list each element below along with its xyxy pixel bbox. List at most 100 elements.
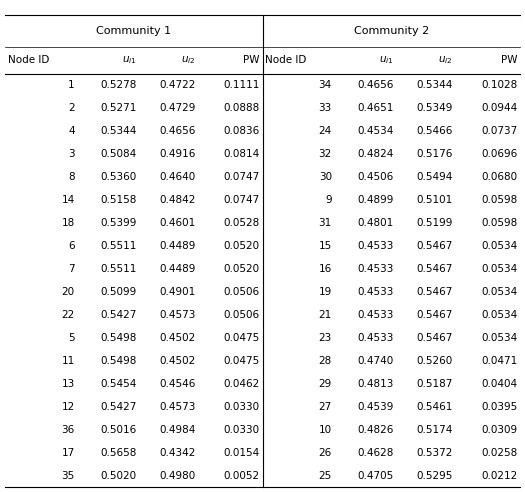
Text: 16: 16 xyxy=(319,264,332,274)
Text: 0.4901: 0.4901 xyxy=(159,287,195,297)
Text: Community 2: Community 2 xyxy=(353,26,429,36)
Text: 0.4533: 0.4533 xyxy=(358,241,394,251)
Text: 0.5199: 0.5199 xyxy=(416,218,453,228)
Text: 0.0680: 0.0680 xyxy=(481,172,517,182)
Text: 0.0330: 0.0330 xyxy=(224,402,260,412)
Text: 1: 1 xyxy=(68,80,75,90)
Text: 0.5360: 0.5360 xyxy=(100,172,136,182)
Text: 0.4842: 0.4842 xyxy=(159,195,195,205)
Text: 0.0814: 0.0814 xyxy=(224,149,260,159)
Text: 8: 8 xyxy=(68,172,75,182)
Text: 0.5174: 0.5174 xyxy=(416,425,453,434)
Text: 4: 4 xyxy=(68,126,75,136)
Text: 0.0598: 0.0598 xyxy=(481,195,517,205)
Text: 0.4534: 0.4534 xyxy=(358,126,394,136)
Text: 0.0747: 0.0747 xyxy=(224,195,260,205)
Text: 0.5467: 0.5467 xyxy=(416,310,453,320)
Text: 0.5427: 0.5427 xyxy=(100,402,136,412)
Text: 17: 17 xyxy=(61,448,75,458)
Text: 0.0737: 0.0737 xyxy=(481,126,517,136)
Text: 0.4980: 0.4980 xyxy=(159,471,195,481)
Text: $u_{i1}$: $u_{i1}$ xyxy=(122,55,136,66)
Text: 0.4826: 0.4826 xyxy=(358,425,394,434)
Text: 0.5278: 0.5278 xyxy=(100,80,136,90)
Text: 0.0471: 0.0471 xyxy=(481,356,517,366)
Text: 33: 33 xyxy=(319,103,332,113)
Text: 0.0696: 0.0696 xyxy=(481,149,517,159)
Text: 26: 26 xyxy=(319,448,332,458)
Text: 0.0528: 0.0528 xyxy=(224,218,260,228)
Text: 2: 2 xyxy=(68,103,75,113)
Text: 0.5658: 0.5658 xyxy=(100,448,136,458)
Text: 28: 28 xyxy=(319,356,332,366)
Text: Node ID: Node ID xyxy=(8,55,49,65)
Text: 0.5020: 0.5020 xyxy=(100,471,136,481)
Text: 0.0534: 0.0534 xyxy=(481,333,517,343)
Text: 0.4546: 0.4546 xyxy=(159,379,195,389)
Text: 0.4628: 0.4628 xyxy=(358,448,394,458)
Text: 0.4573: 0.4573 xyxy=(159,402,195,412)
Text: 0.5466: 0.5466 xyxy=(416,126,453,136)
Text: 31: 31 xyxy=(319,218,332,228)
Text: 0.0598: 0.0598 xyxy=(481,218,517,228)
Text: 0.0836: 0.0836 xyxy=(224,126,260,136)
Text: 0.4533: 0.4533 xyxy=(358,310,394,320)
Text: 0.5101: 0.5101 xyxy=(416,195,453,205)
Text: 0.4533: 0.4533 xyxy=(358,333,394,343)
Text: 36: 36 xyxy=(61,425,75,434)
Text: 0.4539: 0.4539 xyxy=(358,402,394,412)
Text: 0.1028: 0.1028 xyxy=(481,80,517,90)
Text: 27: 27 xyxy=(319,402,332,412)
Text: 6: 6 xyxy=(68,241,75,251)
Text: 0.0888: 0.0888 xyxy=(224,103,260,113)
Text: 0.4729: 0.4729 xyxy=(159,103,195,113)
Text: 0.4502: 0.4502 xyxy=(159,356,195,366)
Text: 0.4533: 0.4533 xyxy=(358,264,394,274)
Text: 0.0052: 0.0052 xyxy=(224,471,260,481)
Text: 0.0534: 0.0534 xyxy=(481,264,517,274)
Text: 3: 3 xyxy=(68,149,75,159)
Text: 0.5344: 0.5344 xyxy=(100,126,136,136)
Text: 0.5399: 0.5399 xyxy=(100,218,136,228)
Text: 0.0506: 0.0506 xyxy=(224,287,260,297)
Text: 0.5349: 0.5349 xyxy=(416,103,453,113)
Text: 0.5176: 0.5176 xyxy=(416,149,453,159)
Text: 0.0747: 0.0747 xyxy=(224,172,260,182)
Text: 0.5467: 0.5467 xyxy=(416,264,453,274)
Text: 0.1111: 0.1111 xyxy=(224,80,260,90)
Text: 0.4813: 0.4813 xyxy=(358,379,394,389)
Text: 35: 35 xyxy=(61,471,75,481)
Text: 0.5016: 0.5016 xyxy=(100,425,136,434)
Text: 0.4342: 0.4342 xyxy=(159,448,195,458)
Text: 30: 30 xyxy=(319,172,332,182)
Text: 0.0475: 0.0475 xyxy=(224,356,260,366)
Text: 0.5467: 0.5467 xyxy=(416,287,453,297)
Text: 0.5498: 0.5498 xyxy=(100,356,136,366)
Text: 11: 11 xyxy=(61,356,75,366)
Text: 14: 14 xyxy=(61,195,75,205)
Text: 12: 12 xyxy=(61,402,75,412)
Text: PW: PW xyxy=(244,55,260,65)
Text: 32: 32 xyxy=(319,149,332,159)
Text: 0.4506: 0.4506 xyxy=(358,172,394,182)
Text: 0.0520: 0.0520 xyxy=(224,264,260,274)
Text: 0.5344: 0.5344 xyxy=(416,80,453,90)
Text: 0.4984: 0.4984 xyxy=(159,425,195,434)
Text: 0.4489: 0.4489 xyxy=(159,241,195,251)
Text: 24: 24 xyxy=(319,126,332,136)
Text: 0.5467: 0.5467 xyxy=(416,241,453,251)
Text: 23: 23 xyxy=(319,333,332,343)
Text: 0.4533: 0.4533 xyxy=(358,287,394,297)
Text: 21: 21 xyxy=(319,310,332,320)
Text: 0.5467: 0.5467 xyxy=(416,333,453,343)
Text: 0.0404: 0.0404 xyxy=(481,379,517,389)
Text: $u_{i1}$: $u_{i1}$ xyxy=(379,55,394,66)
Text: 0.4573: 0.4573 xyxy=(159,310,195,320)
Text: 0.5427: 0.5427 xyxy=(100,310,136,320)
Text: 0.4656: 0.4656 xyxy=(358,80,394,90)
Text: Community 1: Community 1 xyxy=(96,26,172,36)
Text: 0.4489: 0.4489 xyxy=(159,264,195,274)
Text: 0.0154: 0.0154 xyxy=(224,448,260,458)
Text: 0.4601: 0.4601 xyxy=(159,218,195,228)
Text: 34: 34 xyxy=(319,80,332,90)
